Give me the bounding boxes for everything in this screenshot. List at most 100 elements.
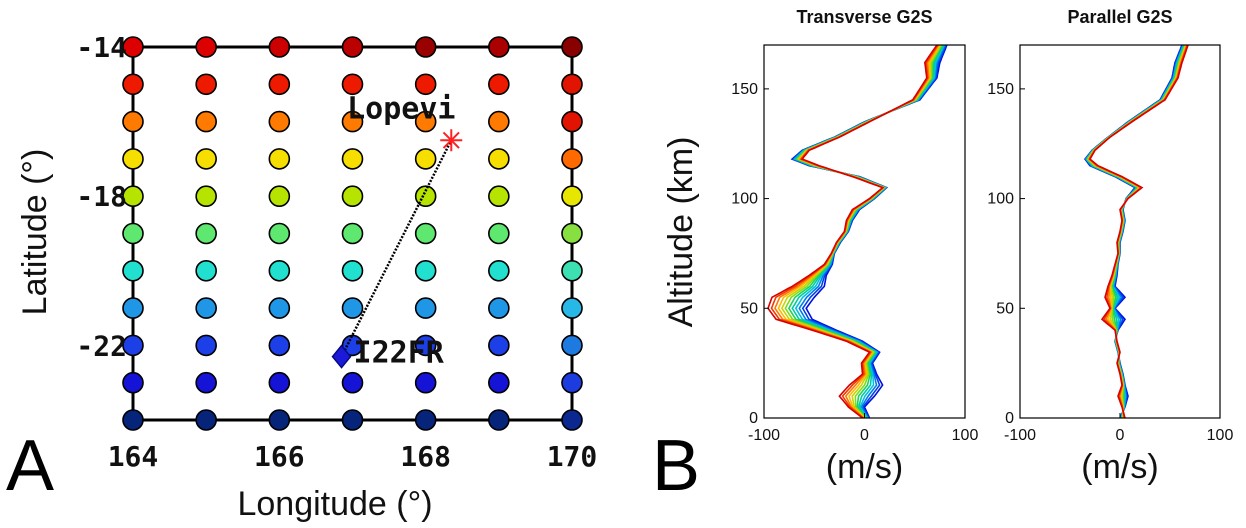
grid-point	[341, 297, 364, 319]
map-markers: Lopevi I22FR	[331, 91, 463, 371]
ray-path	[340, 139, 453, 358]
map-x-tick-label: 170	[547, 440, 598, 473]
panel-b-letter: B	[652, 426, 700, 506]
profile-y-tick-label: 50	[996, 300, 1014, 317]
grid-point	[414, 36, 437, 58]
grid-point	[268, 297, 291, 319]
profile-curves	[767, 45, 948, 418]
profile-series-line	[767, 45, 938, 418]
grid-point	[268, 334, 291, 357]
grid-point	[122, 110, 144, 133]
i22fr-label: I22FR	[354, 336, 445, 371]
grid-point	[561, 36, 583, 58]
grid-point	[414, 185, 437, 207]
grid-point	[561, 371, 583, 394]
profile-x-tick-label: -100	[1004, 427, 1036, 444]
map-grid-points	[122, 36, 583, 431]
grid-point	[414, 222, 437, 245]
grid-point	[414, 371, 437, 394]
profile-title: Parallel G2S	[1067, 7, 1172, 27]
profile-title: Transverse G2S	[796, 7, 932, 27]
grid-point	[122, 148, 144, 170]
grid-point	[122, 334, 144, 357]
panel-a-map: Lopevi I22FR 164 166 168 170 -14 -18 -22 Longit…	[6, 31, 597, 523]
grid-point	[195, 222, 217, 245]
profile-series-line	[1085, 45, 1185, 418]
grid-point	[488, 222, 510, 245]
grid-point	[488, 334, 510, 357]
profile-series-line	[1086, 45, 1186, 418]
grid-point	[341, 222, 364, 245]
profile-series-line	[1088, 45, 1189, 418]
grid-point	[122, 409, 144, 431]
grid-point	[561, 110, 583, 133]
profile-series-line	[1088, 45, 1188, 418]
map-x-tick-label: 166	[254, 440, 305, 473]
profile-y-tick-label: 100	[987, 191, 1014, 208]
grid-point	[195, 36, 217, 58]
grid-point	[488, 297, 510, 319]
grid-point	[414, 148, 437, 170]
grid-point	[122, 185, 144, 207]
map-y-axis-label: Latitude (°)	[16, 149, 54, 316]
ray-path-line	[340, 139, 453, 358]
profile-x-tick-label: 0	[860, 427, 869, 444]
grid-point	[561, 334, 583, 357]
grid-point	[414, 409, 437, 431]
profile-x-tick-label: -100	[748, 427, 780, 444]
panel-b-profiles: Altitude (km) B Transverse G2S-100 0 10005…	[652, 7, 1233, 506]
grid-point	[195, 297, 217, 319]
grid-point	[195, 334, 217, 357]
grid-point	[122, 297, 144, 319]
grid-point	[414, 73, 437, 96]
grid-point	[268, 371, 291, 394]
grid-point	[268, 409, 291, 431]
grid-point	[341, 409, 364, 431]
profile-series-line	[770, 45, 939, 418]
profile-y-axis-label: Altitude (km)	[662, 137, 700, 328]
map-x-axis-label: Longitude (°)	[237, 485, 432, 523]
grid-point	[341, 36, 364, 58]
profile-x-tick-label: 0	[1116, 427, 1125, 444]
grid-point	[341, 110, 364, 133]
grid-point	[268, 36, 291, 58]
grid-point	[195, 185, 217, 207]
profile-series-line	[1083, 45, 1183, 418]
grid-point	[195, 409, 217, 431]
profile-series-line	[1086, 45, 1187, 418]
grid-point	[414, 297, 437, 319]
map-y-tick-label: -22	[76, 329, 127, 362]
grid-point	[488, 110, 510, 133]
grid-point	[488, 185, 510, 207]
grid-point	[195, 110, 217, 133]
grid-point	[341, 185, 364, 207]
profile-series-line	[1087, 45, 1188, 418]
grid-point	[268, 73, 291, 96]
profile-x-tick-label: 100	[1207, 427, 1234, 444]
profile-series-line	[1088, 45, 1189, 418]
profile-x-axis-label: (m/s)	[826, 448, 903, 486]
grid-point	[561, 222, 583, 245]
grid-point	[268, 222, 291, 245]
map-tick-labels: 164 166 168 170 -14 -18 -22	[76, 31, 597, 473]
grid-point	[268, 259, 291, 282]
grid-point	[561, 297, 583, 319]
grid-point	[561, 409, 583, 431]
grid-point	[414, 259, 437, 282]
grid-point	[561, 259, 583, 282]
grid-point	[268, 185, 291, 207]
map-x-tick-label: 168	[400, 440, 451, 473]
profile-x-axis-label: (m/s)	[1081, 448, 1158, 486]
lopevi-label: Lopevi	[347, 91, 455, 126]
profile-series-line	[1084, 45, 1184, 418]
grid-point	[195, 259, 217, 282]
grid-point	[561, 73, 583, 96]
grid-point	[268, 148, 291, 170]
profile-y-tick-label: 0	[1005, 410, 1014, 427]
lopevi-marker	[440, 129, 463, 152]
profile-y-tick-label: 150	[987, 81, 1014, 98]
grid-point	[488, 148, 510, 170]
profile-y-tick-label: 150	[731, 81, 758, 98]
